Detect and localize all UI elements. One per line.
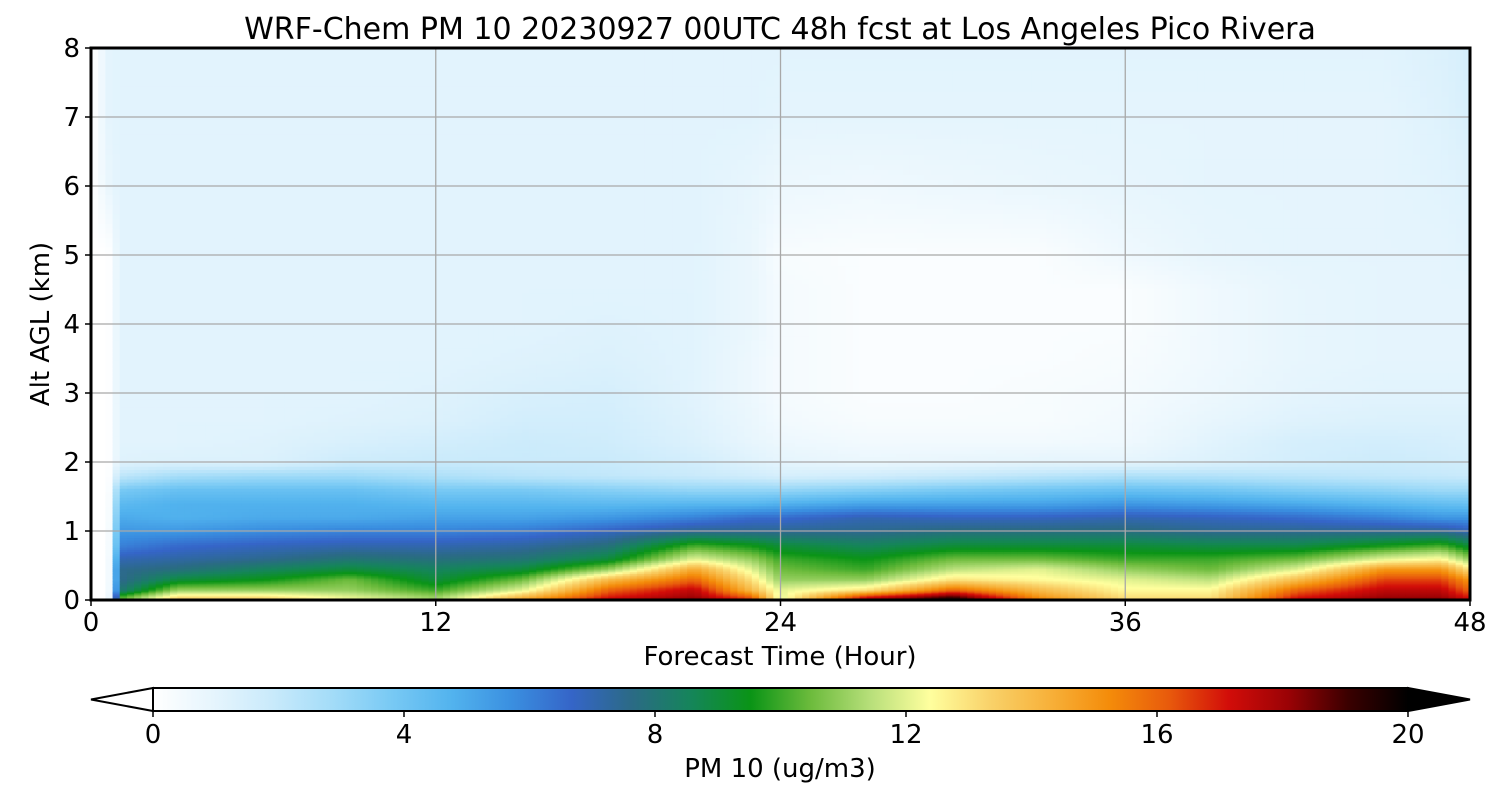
colorbar-extend-low [91,688,153,711]
colorbar-tick-label: 0 [145,720,162,750]
colorbar-tick-label: 16 [1140,720,1173,750]
colorbar-label: PM 10 (ug/m3) [684,754,876,784]
y-tick-label: 8 [63,34,80,64]
colorbar-ticks: 0 4 8 12 16 20 [145,711,1425,750]
x-tick-label: 0 [83,608,100,638]
y-tick-label: 4 [63,310,80,340]
colorbar-gradient [153,688,1408,711]
colorbar-extend-high [1408,688,1470,711]
x-tick-label: 36 [1109,608,1142,638]
x-tick-label: 24 [764,608,797,638]
x-axis-ticks: 0 12 24 36 48 [83,600,1487,638]
y-tick-label: 1 [63,517,80,547]
x-tick-label: 48 [1453,608,1486,638]
y-tick-label: 6 [63,172,80,202]
pm10-forecast-chart: WRF-Chem PM 10 20230927 00UTC 48h fcst a… [0,0,1500,800]
y-tick-label: 5 [63,241,80,271]
colorbar: 0 4 8 12 16 20 PM 10 (ug/m3) [91,688,1470,784]
chart-title: WRF-Chem PM 10 20230927 00UTC 48h fcst a… [244,12,1316,47]
y-tick-label: 7 [63,103,80,133]
colorbar-tick-label: 20 [1391,720,1424,750]
y-tick-label: 0 [63,586,80,616]
y-tick-label: 3 [63,379,80,409]
y-tick-label: 2 [63,448,80,478]
y-axis-ticks: 0 1 2 3 4 5 6 7 8 [63,34,91,616]
colorbar-tick-label: 8 [647,720,664,750]
y-axis-label: Alt AGL (km) [26,242,56,406]
colorbar-tick-label: 4 [396,720,413,750]
colorbar-tick-label: 12 [889,720,922,750]
x-tick-label: 12 [419,608,452,638]
x-axis-label: Forecast Time (Hour) [643,642,916,672]
